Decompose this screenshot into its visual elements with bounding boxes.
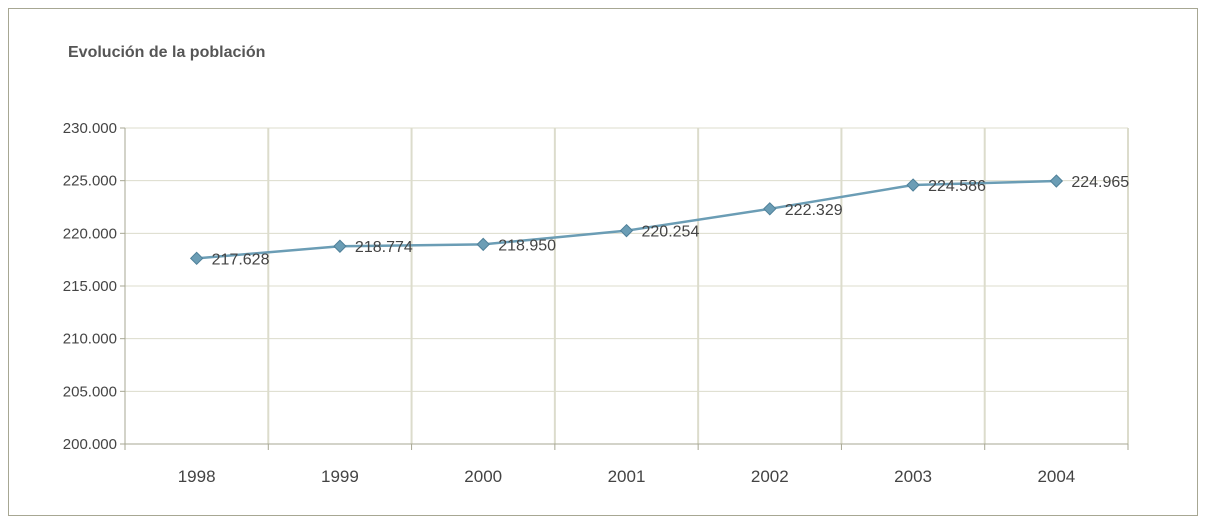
y-tick-label: 205.000 bbox=[63, 383, 117, 400]
y-tick-label: 225.000 bbox=[63, 173, 117, 190]
x-tick-label: 1998 bbox=[178, 467, 216, 486]
y-tick-label: 215.000 bbox=[63, 278, 117, 295]
y-tick-label: 210.000 bbox=[63, 331, 117, 348]
data-label: 217.628 bbox=[212, 251, 270, 268]
data-label: 224.965 bbox=[1071, 174, 1129, 191]
y-tick-label: 230.000 bbox=[63, 120, 117, 137]
y-tick-label: 200.000 bbox=[63, 436, 117, 453]
data-point bbox=[1050, 175, 1062, 187]
data-label: 222.329 bbox=[785, 202, 843, 219]
data-label: 218.774 bbox=[355, 239, 413, 256]
y-tick-label: 220.000 bbox=[63, 225, 117, 242]
data-label: 224.586 bbox=[928, 178, 986, 195]
x-tick-label: 2001 bbox=[608, 467, 646, 486]
data-point bbox=[191, 252, 203, 264]
data-point bbox=[621, 225, 633, 237]
x-tick-label: 2003 bbox=[894, 467, 932, 486]
data-point bbox=[334, 240, 346, 252]
data-label: 218.950 bbox=[498, 237, 556, 254]
data-label: 220.254 bbox=[642, 224, 700, 241]
x-tick-label: 2004 bbox=[1037, 467, 1075, 486]
x-tick-label: 1999 bbox=[321, 467, 359, 486]
x-tick-label: 2000 bbox=[464, 467, 502, 486]
data-point bbox=[477, 238, 489, 250]
data-point bbox=[764, 203, 776, 215]
x-tick-label: 2002 bbox=[751, 467, 789, 486]
